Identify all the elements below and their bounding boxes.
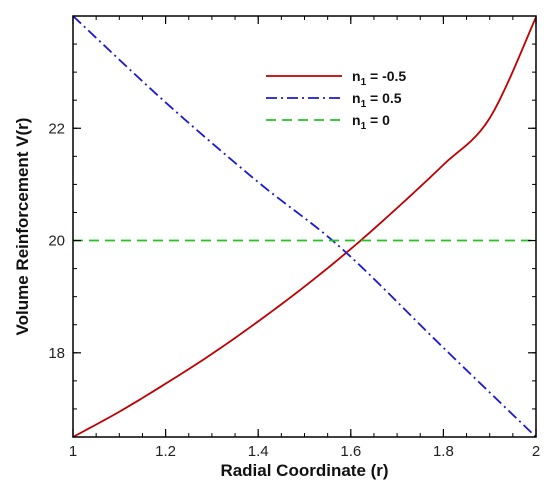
y-tick-label: 22 [48,120,65,137]
series-layer [72,15,537,438]
x-tick-label: 2 [532,443,540,460]
x-tick-label: 1 [69,443,77,460]
ticks-layer: 1 1.2 1.4 1.6 1.8 2 18 20 22 [48,15,540,460]
y-tick-label: 18 [48,345,65,362]
x-tick-label: 1.8 [433,443,454,460]
legend: n1 = -0.5n1 = 0.5n1 = 0 [266,68,406,132]
x-axis-title: Radial Coordinate (r) [220,461,388,480]
x-tick-label: 1.2 [155,443,176,460]
y-tick-label: 20 [48,233,65,250]
plot-frame [72,15,537,438]
legend-label-0: n1 = -0.5 [352,68,406,88]
x-tick-label: 1.6 [340,443,361,460]
x-tick-label: 1.4 [248,443,269,460]
series-line-1 [72,15,537,438]
y-axis-title: Volume Reinforcement V(r) [13,118,32,336]
series-line-0 [72,16,537,438]
legend-label-1: n1 = 0.5 [352,90,402,110]
legend-label-2: n1 = 0 [352,112,390,132]
